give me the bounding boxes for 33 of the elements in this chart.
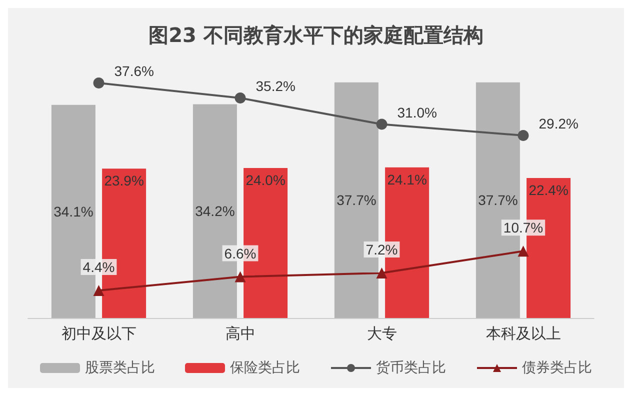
data-label: 10.7% [503, 220, 544, 236]
data-label: 7.2% [366, 242, 398, 258]
x-tick-label: 大专 [366, 324, 397, 342]
point [376, 118, 388, 130]
x-tick-label: 本科及以上 [486, 324, 561, 342]
legend-label: 股票类占比 [85, 360, 155, 376]
x-tick-label: 初中及以下 [61, 324, 136, 342]
data-label: 34.1% [54, 203, 94, 220]
chart-title: 图23 不同教育水平下的家庭配置结构 [148, 23, 484, 47]
data-label: 37.6% [114, 63, 154, 79]
data-label: 6.6% [224, 245, 256, 262]
data-label: 23.9% [104, 172, 144, 189]
data-label: 37.7% [336, 192, 376, 208]
data-label: 24.1% [387, 171, 427, 188]
point [518, 130, 529, 141]
point [376, 268, 388, 278]
data-label: 31.0% [397, 104, 437, 120]
legend-label: 保险类占比 [230, 360, 300, 376]
data-label: 34.2% [195, 203, 235, 220]
legend-label: 债券类占比 [522, 360, 592, 376]
point [234, 92, 246, 104]
point [93, 285, 104, 296]
point [518, 246, 529, 257]
data-label: 35.2% [256, 78, 296, 94]
data-label: 37.7% [478, 192, 518, 208]
data-label: 22.4% [528, 182, 568, 198]
data-label: 24.0% [246, 172, 286, 188]
x-tick-label: 高中 [225, 324, 256, 342]
data-label: 4.4% [82, 259, 115, 275]
data-label: 29.2% [538, 116, 578, 132]
legend-label: 货币类占比 [376, 360, 446, 376]
point [234, 271, 246, 282]
point [93, 78, 104, 88]
